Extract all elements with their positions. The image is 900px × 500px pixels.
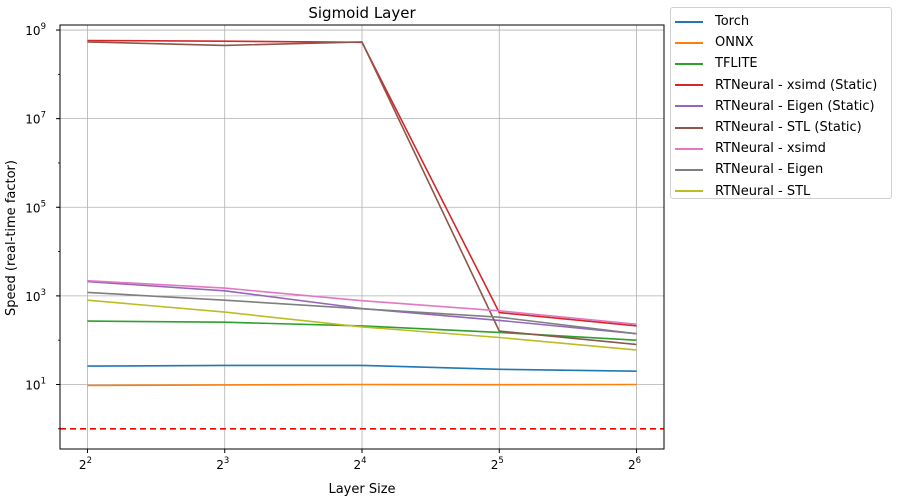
x-tick-label: 25 bbox=[491, 456, 504, 472]
y-tick-label: 103 bbox=[25, 288, 46, 304]
x-tick-label: 24 bbox=[353, 456, 366, 472]
legend-item: RTNeural - Eigen bbox=[671, 159, 891, 180]
x-tick-label: 22 bbox=[79, 456, 92, 472]
legend-swatch bbox=[675, 41, 703, 44]
x-tick-label: 23 bbox=[216, 456, 229, 472]
legend-item: ONNX bbox=[671, 32, 891, 53]
legend-swatch bbox=[675, 20, 703, 23]
y-tick-label: 101 bbox=[25, 376, 46, 392]
legend-item: TFLITE bbox=[671, 53, 891, 74]
legend-label: RTNeural - xsimd bbox=[715, 141, 826, 157]
legend-swatch bbox=[675, 147, 703, 150]
series-line-rtneural-eigen bbox=[87, 291, 637, 335]
y-tick-label: 109 bbox=[25, 22, 46, 38]
series-line-rtneural-stl-static bbox=[87, 41, 637, 346]
series-line-rtneural-xsimd bbox=[87, 279, 637, 325]
chart-title: Sigmoid Layer bbox=[308, 4, 416, 22]
y-axis-ticks: 101 103 105 107 109 bbox=[25, 22, 60, 430]
y-axis-label: Speed (real-time factor) bbox=[4, 160, 19, 316]
x-axis-label: Layer Size bbox=[328, 482, 395, 497]
legend-item: RTNeural - STL (Static) bbox=[671, 117, 891, 138]
x-tick-label: 26 bbox=[628, 456, 641, 472]
legend-swatch bbox=[675, 62, 703, 65]
series-line-onnx bbox=[87, 383, 637, 387]
legend-item: RTNeural - xsimd (Static) bbox=[671, 75, 891, 96]
legend-item: RTNeural - Eigen (Static) bbox=[671, 96, 891, 117]
y-tick-label: 105 bbox=[25, 199, 46, 215]
legend-swatch bbox=[675, 84, 703, 87]
legend-label: RTNeural - Eigen (Static) bbox=[715, 98, 875, 114]
series-line-rtneural-stl bbox=[87, 299, 637, 351]
x-axis-ticks: 22 23 24 25 26 bbox=[79, 449, 641, 472]
legend-label: RTNeural - Eigen bbox=[715, 162, 824, 178]
legend-swatch bbox=[675, 105, 703, 108]
legend-item: RTNeural - STL bbox=[671, 181, 891, 202]
legend-label: TFLITE bbox=[715, 56, 758, 72]
y-tick-label: 107 bbox=[25, 111, 46, 127]
legend-item: Torch bbox=[671, 11, 891, 32]
series-line-torch bbox=[87, 364, 637, 372]
legend: Torch ONNX TFLITE RTNeural - xsimd (Static)… bbox=[670, 7, 892, 199]
legend-swatch bbox=[675, 168, 703, 171]
legend-label: Torch bbox=[715, 14, 750, 30]
legend-item: RTNeural - xsimd bbox=[671, 138, 891, 159]
legend-label: RTNeural - STL bbox=[715, 183, 811, 199]
legend-swatch bbox=[675, 126, 703, 129]
series-lines bbox=[87, 39, 637, 387]
legend-label: RTNeural - STL (Static) bbox=[715, 120, 862, 136]
legend-label: ONNX bbox=[715, 35, 754, 51]
legend-label: RTNeural - xsimd (Static) bbox=[715, 77, 878, 93]
legend-swatch bbox=[675, 190, 703, 193]
